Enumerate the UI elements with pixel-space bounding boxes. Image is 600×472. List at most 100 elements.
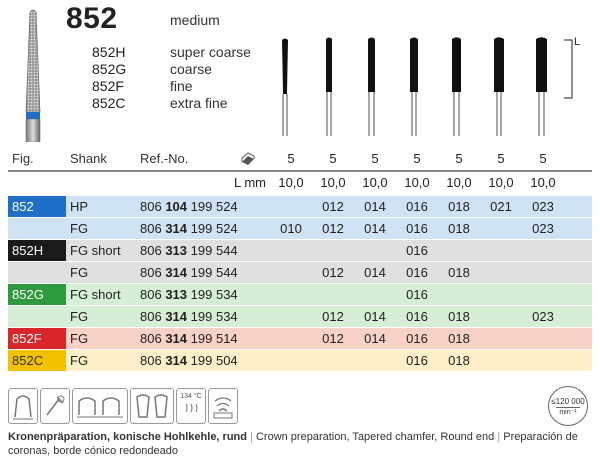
fig-code: 852H (8, 240, 66, 262)
size-value: 016 (406, 199, 428, 214)
size-value: 018 (448, 199, 470, 214)
desc-german: Kronenpräparation, konische Hohlkehle, r… (8, 431, 247, 443)
ref-prefix: 806 (140, 199, 162, 214)
shank-type: FG short (70, 287, 121, 302)
size-value (522, 240, 564, 262)
pack-qty: 5 (455, 151, 463, 166)
ref-number: 806 314 199 504 (134, 350, 274, 372)
table-row: 852 HP 806 104 199 524 012 014 016 018 021 023 (8, 196, 592, 218)
size-value: 012 (322, 199, 344, 214)
ref-number: 806 314 199 544 (134, 262, 274, 284)
ref-prefix: 806 (140, 243, 162, 258)
size-value: 018 (448, 265, 470, 280)
pack-qty: 5 (287, 151, 295, 166)
pack-qty: 5 (329, 151, 337, 166)
size-value: 014 (364, 199, 386, 214)
pack-qty: 5 (413, 151, 421, 166)
size-value (438, 284, 480, 306)
variant-desc: super coarse (170, 44, 251, 60)
product-table: Fig. Shank Ref.-No. 5 5 5 5 5 5 5 L mm 1… (8, 148, 592, 376)
fig-code: 852F (8, 328, 66, 350)
crown-prep-icon (72, 388, 128, 424)
table-row: 852H FG short 806 313 199 544 016 (8, 240, 592, 262)
handpiece-icon (40, 388, 70, 424)
shank-type: FG short (70, 243, 121, 258)
shank-type: FG (70, 221, 89, 236)
size-value: 012 (322, 331, 344, 346)
col-ref-header: Ref.-No. (140, 151, 189, 166)
pack-qty: 5 (539, 151, 547, 166)
sterilization-icon: 134 °C (176, 388, 206, 424)
bur-illustration (25, 9, 41, 142)
ref-prefix: 806 (140, 265, 162, 280)
size-value: 016 (406, 287, 428, 302)
ref-number: 806 314 199 514 (134, 328, 274, 350)
ref-number: 806 314 199 524 (134, 218, 274, 240)
ref-prefix: 806 (140, 309, 162, 324)
variant-desc: fine (170, 78, 193, 94)
size-value: 018 (448, 353, 470, 368)
size-value (312, 240, 354, 262)
size-value (270, 306, 312, 328)
length-marker: L (574, 36, 581, 48)
ref-suffix: 199 504 (190, 353, 238, 368)
table-row: FG 806 314 199 534 012 014 016 018 023 (8, 306, 592, 328)
shank-type: FG (70, 331, 89, 346)
size-value (270, 262, 312, 284)
speed-unit: min⁻¹ (556, 407, 580, 416)
size-value: 023 (532, 199, 554, 214)
length-value: 10,0 (488, 175, 514, 190)
ref-shank-code: 314 (165, 309, 188, 324)
ref-prefix: 806 (140, 331, 162, 346)
ref-prefix: 806 (140, 221, 162, 236)
ref-suffix: 199 534 (190, 287, 238, 302)
length-value: 10,0 (278, 175, 304, 190)
variant-code: 852C (92, 95, 126, 111)
size-value (480, 240, 522, 262)
size-value: 016 (406, 243, 428, 258)
fig-code: 852G (8, 284, 66, 306)
size-value (522, 328, 564, 350)
size-value (270, 240, 312, 262)
variant-code: 852H (92, 44, 126, 60)
pack-qty: 5 (497, 151, 505, 166)
ref-number: 806 313 199 534 (134, 284, 274, 306)
size-value (522, 350, 564, 372)
size-value (270, 196, 312, 218)
size-value: 014 (364, 309, 386, 324)
ref-suffix: 199 544 (190, 265, 238, 280)
shank-type: FG (70, 309, 89, 324)
table-row: 852C FG 806 314 199 504 016 018 (8, 350, 592, 372)
desc-spanish: Preparación de coronas, borde cónico red… (8, 431, 578, 457)
tooth-icon (8, 388, 38, 424)
size-value (480, 350, 522, 372)
size-value: 014 (364, 331, 386, 346)
separator: | (497, 431, 501, 443)
veneer-icon (130, 388, 174, 424)
separator: | (250, 431, 253, 443)
size-value (312, 284, 354, 306)
sterilization-temp: 134 °C (180, 393, 202, 400)
pack-qty: 5 (371, 151, 379, 166)
col-shank-header: Shank (70, 151, 107, 166)
ultrasonic-icon (208, 388, 238, 424)
size-value (438, 240, 480, 262)
size-value: 018 (448, 331, 470, 346)
variant-desc: extra fine (170, 95, 228, 111)
size-value (522, 284, 564, 306)
size-value: 012 (322, 309, 344, 324)
ref-number: 806 104 199 524 (134, 196, 274, 218)
fig-code: 852 (8, 196, 66, 218)
size-value: 018 (448, 309, 470, 324)
size-value: 023 (532, 221, 554, 236)
ref-shank-code: 314 (165, 221, 188, 236)
table-row: 852G FG short 806 313 199 534 016 (8, 284, 592, 306)
size-value (270, 284, 312, 306)
fig-code (8, 262, 66, 284)
size-value (354, 284, 396, 306)
size-value: 016 (406, 353, 428, 368)
length-row: L mm 10,0 10,0 10,0 10,0 10,0 10,0 10,0 (8, 172, 592, 194)
ref-number: 806 314 199 534 (134, 306, 274, 328)
ref-suffix: 199 524 (190, 199, 238, 214)
variant-code: 852F (92, 78, 124, 94)
